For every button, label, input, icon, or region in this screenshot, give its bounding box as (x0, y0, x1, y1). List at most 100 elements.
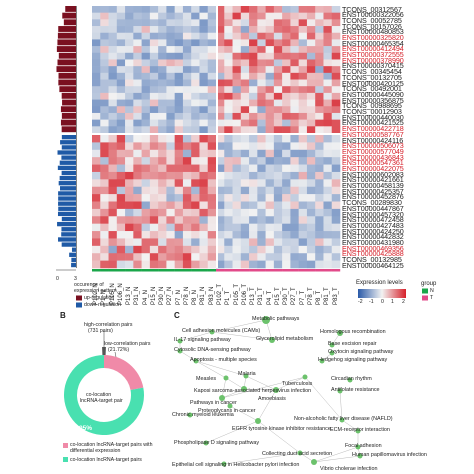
heatmap-cell (323, 79, 333, 87)
heatmap-cell (108, 26, 118, 34)
heatmap-cell (249, 164, 258, 173)
heatmap-cell (290, 216, 299, 224)
low-corr-label-2: (21.72%) (108, 347, 130, 353)
heatmap-cell (290, 26, 299, 34)
heatmap-cell (257, 26, 266, 34)
heatmap-cell (125, 208, 134, 217)
heatmap-cell (249, 86, 258, 94)
heatmap-cell (207, 26, 217, 34)
heatmap-cell (191, 157, 200, 165)
heatmap-cell (249, 216, 258, 224)
heatmap-cell (149, 32, 159, 40)
heatmap-cell (133, 52, 142, 60)
heatmap-cell (182, 59, 192, 67)
occurrence-bar-down (59, 175, 76, 181)
occurrence-bar-down (61, 227, 77, 232)
heatmap-cell (149, 12, 159, 20)
heatmap-cell (166, 186, 175, 195)
heatmap-cell (100, 260, 109, 269)
heatmap-cell (158, 32, 167, 40)
network-edge (257, 420, 301, 454)
heatmap-cell (149, 59, 159, 67)
heatmap-cell (199, 39, 209, 47)
heatmap-cell (199, 106, 209, 114)
heatmap-cell (257, 223, 266, 232)
network-node-label: Chronic myeloid leukemia (172, 412, 234, 418)
row-label: TCONS_00157026 (342, 21, 402, 31)
expression-tick-m1: -1 (369, 299, 374, 305)
heatmap-cell (331, 216, 341, 224)
heatmap-cell (116, 238, 126, 247)
heatmap-cell (306, 260, 316, 269)
heatmap-cell (174, 142, 184, 151)
heatmap-cell (298, 106, 308, 114)
heatmap-cell (273, 201, 283, 210)
heatmap-cell (108, 126, 118, 134)
heatmap-cell (116, 12, 126, 20)
heatmap-cell (240, 260, 250, 269)
network-edge (211, 331, 273, 341)
heatmap-cell (216, 119, 225, 127)
heatmap-cell (149, 164, 159, 173)
heatmap-cell (133, 149, 142, 158)
heatmap-cell (290, 208, 299, 217)
heatmap-cell (133, 66, 142, 74)
heatmap-cell (306, 32, 316, 40)
heatmap-cell (100, 26, 109, 34)
heatmap-cell (331, 171, 341, 180)
heatmap-cell (100, 194, 109, 202)
heatmap-cell (199, 179, 209, 188)
heatmap-cell (166, 149, 175, 158)
heatmap-cell (174, 223, 184, 232)
heatmap-cell (232, 149, 242, 158)
heatmap-cell (224, 194, 233, 202)
heatmap-cell (232, 86, 242, 94)
group-t-swatch (422, 295, 428, 301)
occurrence-bar-down (69, 252, 76, 257)
heatmap-cell (290, 99, 299, 107)
column-label: P7_N (175, 289, 182, 305)
heatmap-cell (240, 238, 250, 247)
heatmap-cell (158, 194, 167, 202)
heatmap-cell (306, 126, 316, 134)
heatmap-cell (282, 142, 291, 151)
column-label: P106_T (241, 283, 248, 305)
heatmap-cell (257, 19, 266, 27)
heatmap-cell (273, 135, 283, 143)
heatmap-cell (158, 6, 167, 13)
heatmap-cell (315, 92, 324, 100)
network-node-label: Apoptosis - multiple species (190, 357, 257, 363)
heatmap-cell (273, 194, 283, 202)
group-legend-t: T (430, 295, 434, 301)
heatmap-cell (282, 106, 291, 114)
heatmap-cell (290, 126, 299, 134)
heatmap-cell (315, 32, 324, 40)
heatmap-cell (125, 19, 134, 27)
heatmap-cell (92, 142, 101, 151)
heatmap-cell (166, 26, 175, 34)
heatmap-cell (249, 6, 258, 13)
network-node (221, 461, 227, 467)
heatmap-cell (298, 216, 308, 224)
heatmap-cell (207, 186, 217, 195)
heatmap-cell (265, 66, 275, 74)
heatmap-cell (191, 149, 200, 158)
heatmap-cell (199, 126, 209, 134)
heatmap-cell (182, 99, 192, 107)
heatmap-cell (273, 245, 283, 254)
occurrence-bar-down (61, 135, 76, 140)
heatmap-cell (108, 32, 118, 40)
heatmap-cell (224, 171, 233, 180)
heatmap-cell (199, 59, 209, 67)
expression-legend-title: Expression levels (356, 280, 403, 286)
row-label: ENST00000421661 (342, 175, 404, 185)
heatmap-cell (323, 92, 333, 100)
heatmap-cell (282, 201, 291, 210)
heatmap-cell (174, 171, 184, 180)
heatmap-cell (108, 245, 118, 254)
row-label: ENST00000412494 (342, 44, 404, 54)
heatmap-cell (149, 194, 159, 202)
heatmap-cell (182, 32, 192, 40)
panel-b-letter: B (60, 311, 66, 320)
occurrence-bar-down (58, 201, 76, 206)
